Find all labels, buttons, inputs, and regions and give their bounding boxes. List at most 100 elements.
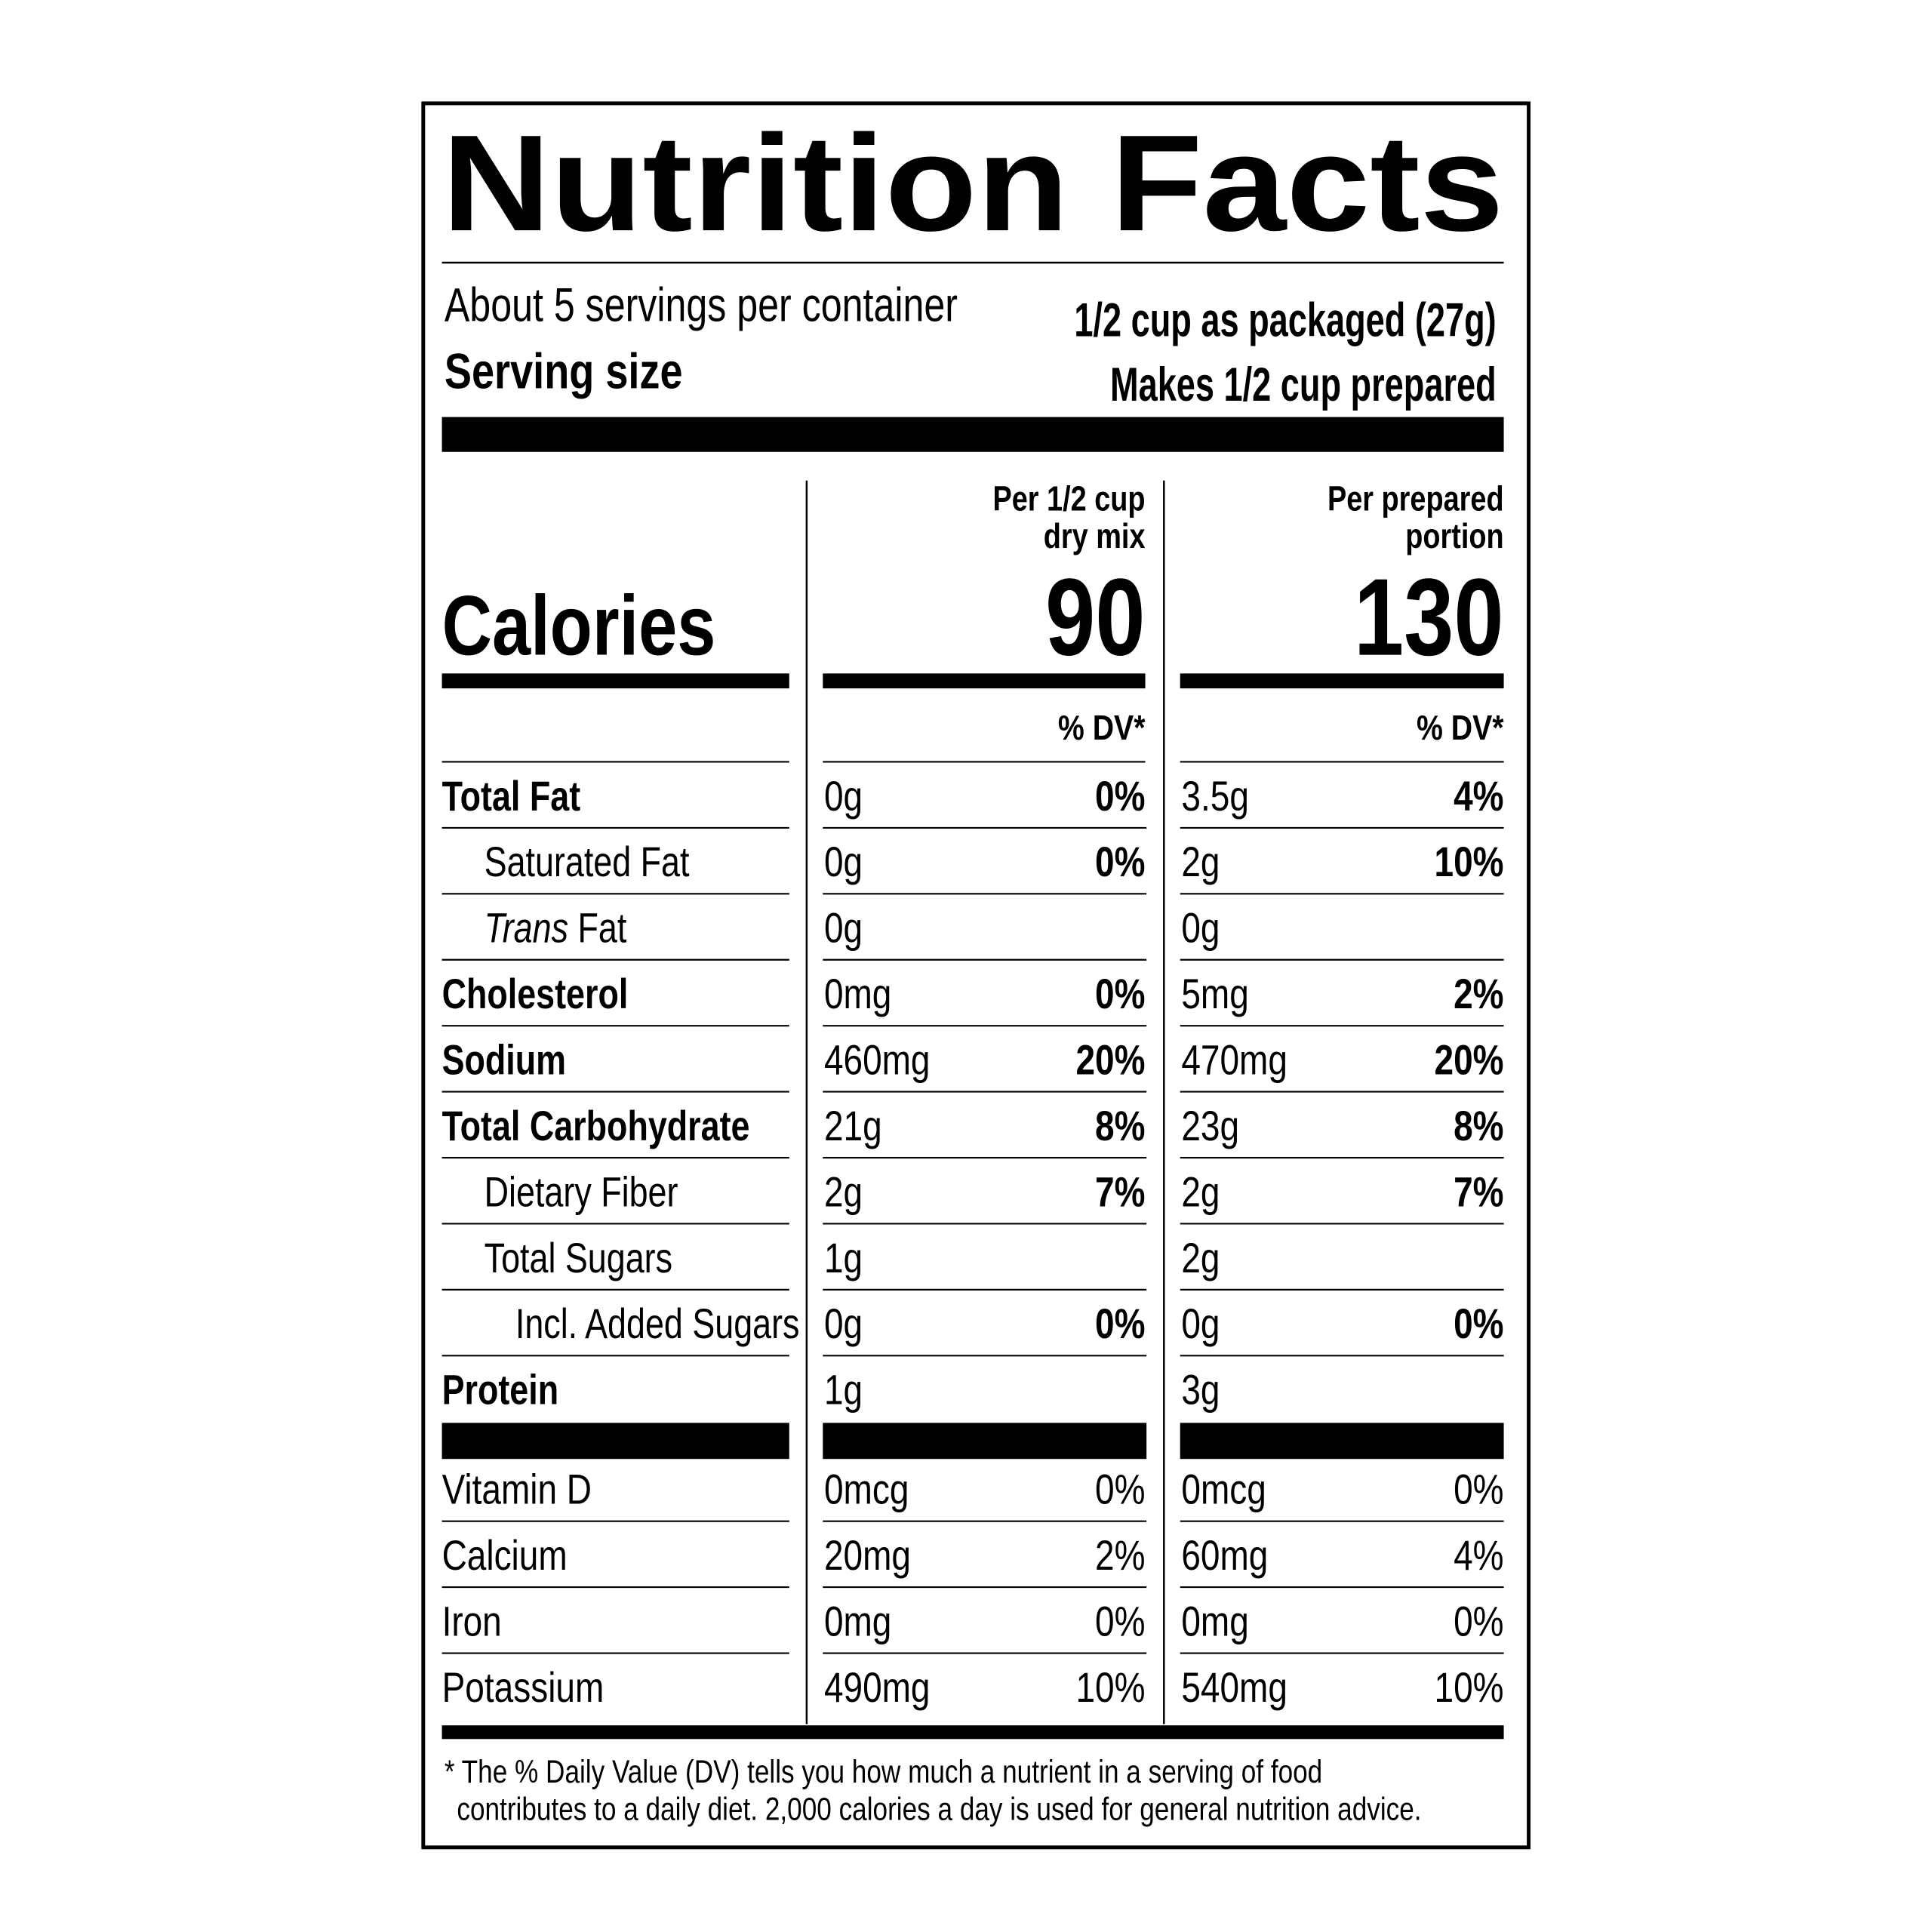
nutrient-name-text: Total Fat	[442, 772, 581, 820]
vitamin-name: Iron	[442, 1597, 502, 1644]
bar	[1180, 673, 1504, 689]
nutrient-name: Protein	[442, 1366, 559, 1414]
amount: 0mg	[824, 970, 891, 1017]
daily-value: 0%	[1095, 1597, 1145, 1644]
serving-size: Makes 1/2 cup prepared	[1110, 358, 1497, 411]
daily-value: 0%	[1095, 1466, 1145, 1513]
nutrient-name-text: Saturated Fat	[485, 838, 690, 885]
nutrient-name-italic: Trans	[485, 904, 568, 952]
bar	[441, 1423, 789, 1460]
nutrient-name-text: Total Carbohydrate	[442, 1102, 750, 1149]
amount: 540mg	[1181, 1663, 1287, 1711]
bar	[823, 1423, 1147, 1460]
amount: 0mcg	[1181, 1466, 1266, 1513]
daily-value: 20%	[1435, 1036, 1504, 1084]
nutrient-name-text: Sodium	[442, 1036, 566, 1084]
daily-value: 7%	[1095, 1168, 1145, 1215]
daily-value: 4%	[1454, 1531, 1503, 1579]
bar	[1180, 1423, 1504, 1460]
daily-value: 4%	[1454, 772, 1503, 820]
daily-value: 8%	[1454, 1102, 1503, 1149]
vitamin-name: Potassium	[442, 1663, 605, 1711]
amount: 490mg	[824, 1663, 931, 1711]
amount: 1g	[824, 1366, 863, 1414]
amount: 2g	[824, 1168, 863, 1215]
amount: 60mg	[1181, 1531, 1268, 1579]
nutrient-name: Saturated Fat	[485, 838, 690, 885]
amount: 0mg	[824, 1597, 891, 1644]
nutrient-name: Sodium	[442, 1036, 566, 1084]
amount: 2g	[1181, 1168, 1220, 1215]
daily-value: 0%	[1454, 1300, 1503, 1347]
daily-value: 0%	[1095, 838, 1145, 885]
column-heading: dry mix	[1044, 516, 1146, 555]
column-heading: portion	[1405, 516, 1503, 555]
nutrient-name-text: Total Sugars	[485, 1234, 672, 1281]
nutrient-name: Trans Fat	[485, 904, 627, 952]
amount: 0g	[824, 772, 863, 820]
daily-value: 0%	[1095, 772, 1145, 820]
daily-value: 7%	[1454, 1168, 1503, 1215]
thick-bar	[441, 1725, 1504, 1740]
calories-value: 90	[1045, 556, 1145, 678]
amount: 0g	[824, 904, 863, 952]
amount: 3g	[1181, 1366, 1220, 1414]
serving-size-label: Serving size	[445, 343, 683, 399]
amount: 0g	[1181, 1300, 1220, 1347]
bar	[823, 673, 1146, 689]
amount: 470mg	[1181, 1036, 1287, 1084]
nutrient-name-text: Protein	[442, 1366, 559, 1414]
nutrient-name: Dietary Fiber	[485, 1168, 678, 1215]
calories-label: Calories	[442, 578, 716, 673]
amount: 0g	[1181, 904, 1220, 952]
bar	[441, 673, 789, 689]
amount: 460mg	[824, 1036, 931, 1084]
amount: 23g	[1181, 1102, 1239, 1149]
vitamin-name: Calcium	[442, 1531, 568, 1579]
amount: 5mg	[1181, 970, 1248, 1017]
footnote: contributes to a daily diet. 2,000 calor…	[457, 1792, 1421, 1828]
daily-value: 0%	[1095, 970, 1145, 1017]
thick-bar	[441, 417, 1504, 452]
daily-value: 2%	[1454, 970, 1503, 1017]
title: Nutrition Facts	[442, 107, 1504, 260]
label-border	[421, 101, 1531, 1850]
daily-value: 0%	[1454, 1597, 1503, 1644]
column-heading: Per prepared	[1327, 478, 1504, 518]
nutrient-name-text: Dietary Fiber	[485, 1168, 678, 1215]
amount: 2g	[1181, 1234, 1220, 1281]
daily-value: 2%	[1095, 1531, 1145, 1579]
nutrient-name: Total Fat	[442, 772, 581, 820]
dv-heading: % DV*	[1058, 708, 1146, 747]
amount: 2g	[1181, 838, 1220, 885]
amount: 1g	[824, 1234, 863, 1281]
amount: 3.5g	[1181, 772, 1249, 820]
nutrient-name: Total Carbohydrate	[442, 1102, 750, 1149]
daily-value: 10%	[1435, 1663, 1504, 1711]
serving-size: 1/2 cup as packaged (27g)	[1074, 294, 1496, 346]
nutrient-name-text: Incl. Added Sugars	[515, 1300, 800, 1347]
servings: About 5 servings per container	[445, 279, 958, 332]
amount: 21g	[824, 1102, 882, 1149]
amount: 0g	[824, 1300, 863, 1347]
calories-value: 130	[1354, 556, 1504, 678]
nutrient-name-text: Cholesterol	[442, 970, 629, 1017]
daily-value: 20%	[1075, 1036, 1145, 1084]
daily-value: 10%	[1435, 838, 1504, 885]
vitamin-name: Vitamin D	[442, 1466, 592, 1513]
daily-value: 8%	[1095, 1102, 1145, 1149]
nutrient-name: Total Sugars	[485, 1234, 672, 1281]
nutrient-name: Incl. Added Sugars	[515, 1300, 800, 1347]
nutrient-name: Cholesterol	[442, 970, 629, 1017]
amount: 0mg	[1181, 1597, 1248, 1644]
amount: 20mg	[824, 1531, 911, 1579]
nutrient-name-text: Fat	[578, 904, 627, 952]
amount: 0mcg	[824, 1466, 909, 1513]
daily-value: 0%	[1454, 1466, 1503, 1513]
amount: 0g	[824, 838, 863, 885]
column-heading: Per 1/2 cup	[992, 478, 1145, 518]
daily-value: 10%	[1075, 1663, 1145, 1711]
daily-value: 0%	[1095, 1300, 1145, 1347]
footnote: * The % Daily Value (DV) tells you how m…	[445, 1754, 1322, 1790]
